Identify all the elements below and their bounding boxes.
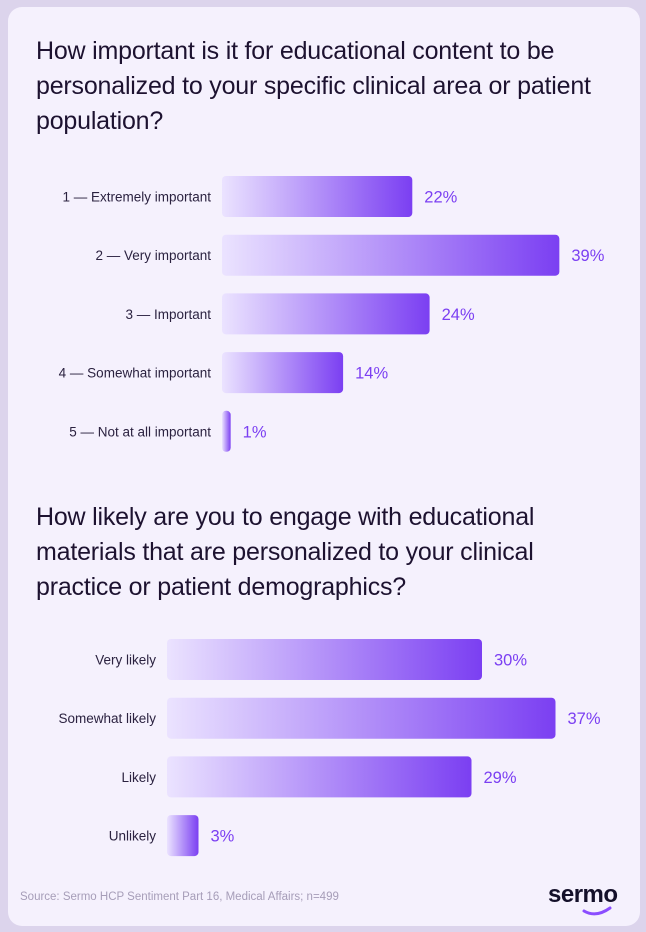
category-label: 5 — Not at all important: [69, 424, 211, 439]
value-label: 1%: [243, 423, 267, 441]
value-label: 37%: [568, 710, 601, 728]
category-label: Likely: [121, 770, 156, 785]
logo-swoosh-icon: [582, 906, 612, 916]
category-label: Very likely: [95, 653, 156, 668]
category-label: 3 — Important: [125, 307, 211, 322]
bar: [167, 639, 482, 680]
chart-1-title: How important is it for educational cont…: [36, 37, 591, 135]
category-label: Unlikely: [109, 829, 157, 844]
category-label: 4 — Somewhat important: [59, 366, 212, 381]
category-label: 2 — Very important: [95, 248, 211, 263]
value-label: 29%: [484, 769, 517, 787]
chart-2-title: How likely are you to engage with educat…: [36, 503, 535, 601]
bar: [167, 815, 199, 857]
category-label: Somewhat likely: [58, 711, 156, 726]
source-footnote: Source: Sermo HCP Sentiment Part 16, Med…: [20, 891, 339, 903]
category-label: 1 — Extremely important: [62, 190, 211, 205]
value-label: 30%: [494, 652, 527, 670]
bar: [222, 176, 413, 217]
value-label: 24%: [442, 306, 475, 324]
logo-text: sermo: [548, 881, 618, 908]
value-label: 39%: [571, 247, 604, 265]
bar: [167, 756, 472, 798]
bar: [222, 352, 344, 394]
value-label: 22%: [424, 189, 457, 207]
bar: [222, 234, 560, 276]
bar: [167, 697, 556, 739]
sermo-logo: sermo: [548, 881, 618, 916]
bar: [222, 293, 430, 335]
value-label: 3%: [211, 828, 235, 846]
bar: [222, 410, 231, 452]
value-label: 14%: [355, 365, 388, 383]
